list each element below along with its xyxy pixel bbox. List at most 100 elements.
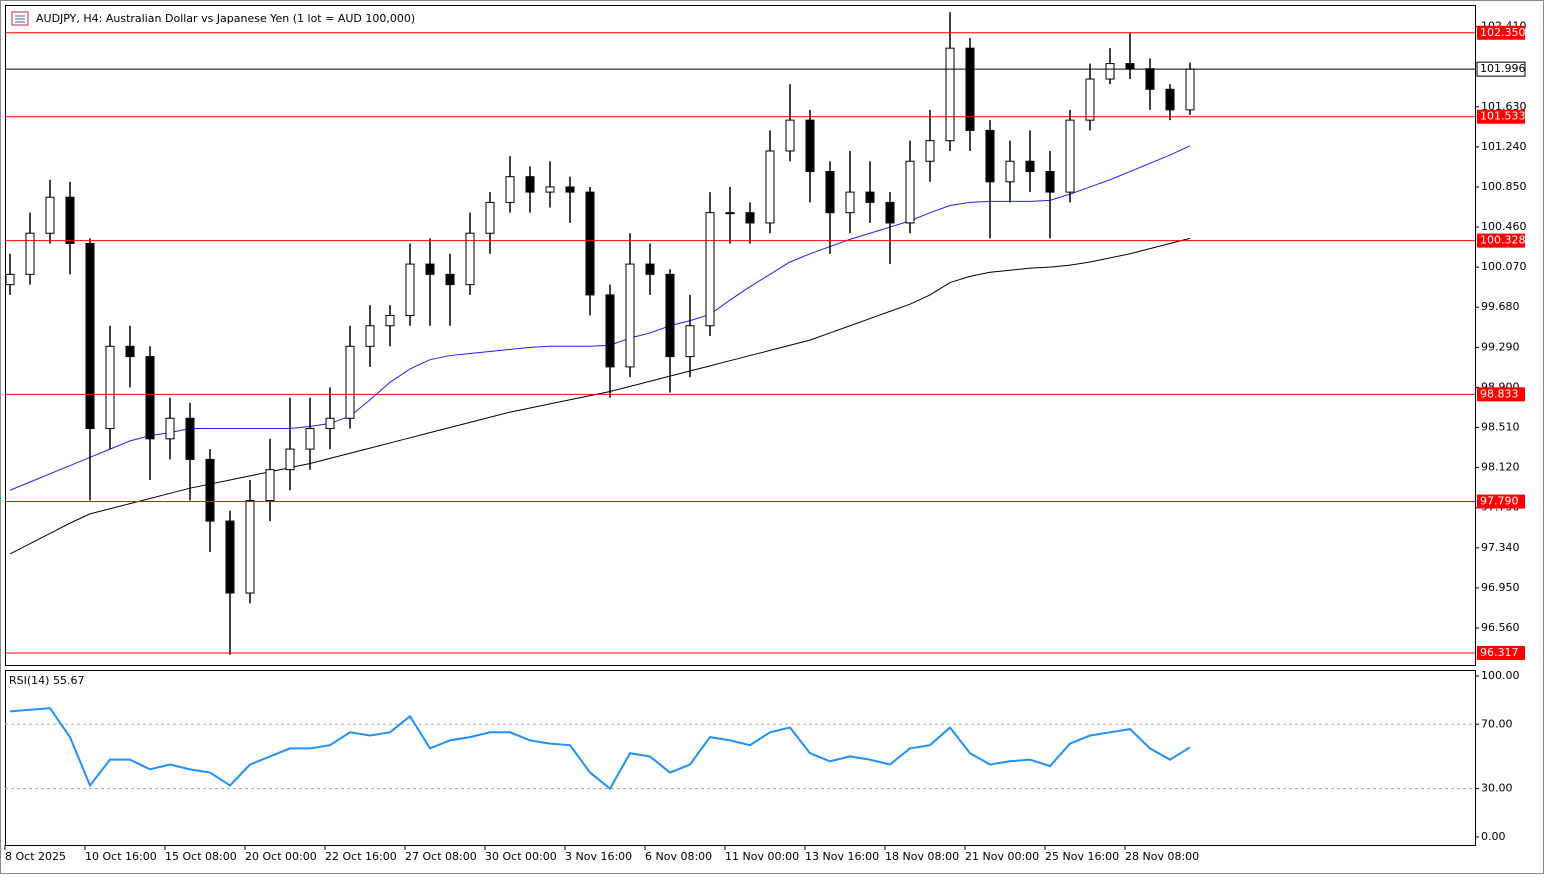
chart-title: AUDJPY, H4: Australian Dollar vs Japanes… [36, 12, 415, 25]
x-tick-label: 25 Nov 16:00 [1045, 850, 1119, 863]
main-plot [5, 5, 1476, 666]
y-tick-label: 101.630 [1481, 100, 1527, 113]
y-tick-label: 30.00 [1481, 782, 1513, 795]
candle-body [825, 171, 835, 214]
symbol-icon [11, 11, 29, 26]
candle-body [785, 119, 795, 152]
x-tick-label: 22 Oct 16:00 [325, 850, 397, 863]
candle-body [885, 201, 895, 224]
candle-body [125, 345, 135, 358]
x-tick-label: 15 Oct 08:00 [165, 850, 237, 863]
candle-body [765, 150, 775, 224]
candle-body [625, 263, 635, 368]
y-tick-label: 99.680 [1481, 300, 1520, 313]
y-tick-label: 98.510 [1481, 421, 1520, 434]
price-level-label: 101.533 [1480, 110, 1526, 123]
candle-body [405, 263, 415, 316]
rsi-line [9, 707, 1191, 791]
candle-body [345, 345, 355, 419]
candle-body [685, 325, 695, 358]
candle-body [985, 129, 995, 183]
candle-body [325, 417, 335, 430]
y-tick-label: 96.950 [1481, 581, 1520, 594]
candle-body [85, 243, 95, 430]
candle-body [965, 47, 975, 131]
candle-body [1025, 160, 1035, 173]
x-tick-label: 21 Nov 00:00 [965, 850, 1039, 863]
candle-body [425, 263, 435, 275]
y-tick-label: 100.850 [1481, 180, 1527, 193]
candle-body [745, 212, 755, 224]
candle-body [1085, 78, 1095, 121]
x-tick-label: 20 Oct 00:00 [245, 850, 317, 863]
y-tick-label: 70.00 [1481, 717, 1513, 730]
x-tick-label: 30 Oct 00:00 [485, 850, 557, 863]
price-level-label: 98.833 [1480, 387, 1519, 400]
candle-body [605, 294, 615, 368]
candle-body [945, 47, 955, 142]
candle-body [265, 469, 275, 502]
candle-body [1105, 63, 1115, 80]
rsi-plot [5, 670, 1476, 846]
x-tick-label: 6 Nov 08:00 [645, 850, 712, 863]
x-tick-label: 11 Nov 00:00 [725, 850, 799, 863]
candle-body [45, 196, 55, 234]
y-tick-label: 100.00 [1481, 669, 1520, 682]
candle-body [285, 448, 295, 471]
y-tick-label: 98.120 [1481, 461, 1520, 474]
candle-body [365, 325, 375, 347]
price-level-box [1477, 109, 1525, 124]
candle-body [805, 119, 815, 173]
candle-body [305, 428, 315, 450]
candle-body [225, 520, 235, 594]
y-tick-label: 99.290 [1481, 340, 1520, 353]
x-tick-label: 27 Oct 08:00 [405, 850, 477, 863]
price-level-box [1477, 25, 1525, 40]
candle-body [925, 140, 935, 162]
rsi-title: RSI(14) 55.67 [9, 674, 84, 687]
candle-body [1005, 160, 1015, 183]
candle-body [665, 273, 675, 358]
y-tick-label: 100.070 [1481, 260, 1527, 273]
candle-body [205, 458, 215, 522]
candle-body [705, 212, 715, 327]
candle-body [5, 273, 15, 286]
candle-body [1165, 88, 1175, 111]
price-level-box [1477, 387, 1525, 402]
candle-body [645, 263, 655, 275]
candle-body [1125, 63, 1135, 70]
y-tick-label: 96.560 [1481, 621, 1520, 634]
candle-body [485, 201, 495, 234]
price-level-label: 97.790 [1480, 495, 1519, 508]
candle-body [25, 232, 35, 275]
candle-body [525, 176, 535, 193]
candle-body [565, 186, 575, 193]
price-level-box [1477, 494, 1525, 509]
x-tick-label: 3 Nov 16:00 [565, 850, 632, 863]
candle-body [725, 212, 735, 215]
candle-body [145, 356, 155, 440]
price-level-box [1477, 233, 1525, 248]
x-tick-label: 8 Oct 2025 [5, 850, 66, 863]
candle-body [65, 196, 75, 245]
candle-body [245, 500, 255, 594]
y-tick-label: 97.340 [1481, 541, 1520, 554]
price-level-label: 102.350 [1480, 26, 1526, 39]
last-price-box [1476, 61, 1526, 77]
price-level-label: 96.317 [1480, 646, 1519, 659]
candle-body [385, 314, 395, 327]
candle-body [185, 417, 195, 460]
candle-body [585, 191, 595, 296]
y-tick-label: 100.460 [1481, 220, 1527, 233]
y-tick-label: 0.00 [1481, 830, 1506, 843]
y-tick-label: 101.240 [1481, 140, 1527, 153]
candle-body [505, 176, 515, 203]
x-tick-label: 18 Nov 08:00 [885, 850, 959, 863]
price-level-label: 100.328 [1480, 234, 1526, 247]
candle-body [465, 232, 475, 286]
x-tick-label: 28 Nov 08:00 [1125, 850, 1199, 863]
candle-body [105, 345, 115, 430]
